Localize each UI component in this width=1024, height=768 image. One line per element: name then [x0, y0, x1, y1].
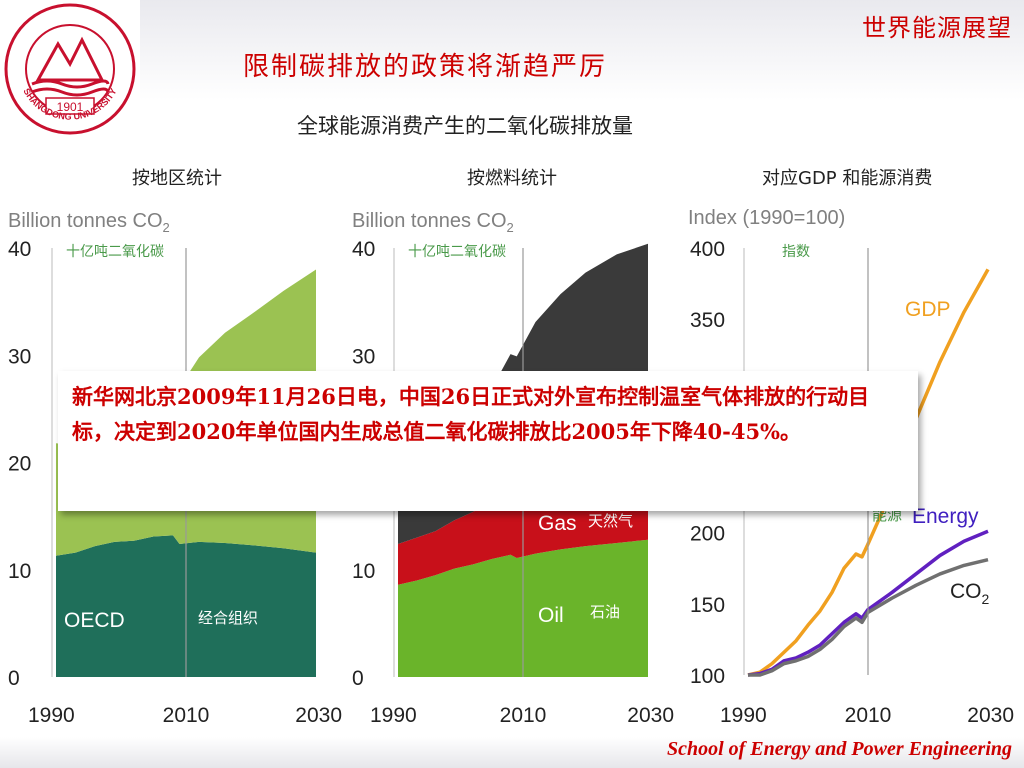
chart1-ytick: 40 [8, 238, 31, 261]
chart3-xtick: 1990 [720, 704, 767, 727]
page-headline: 限制碳排放的政策将渐趋严厉 [243, 52, 608, 82]
chart3-xtick: 2010 [845, 704, 892, 727]
footer-bar [0, 737, 1024, 768]
chart1-subtitle: 按地区统计 [132, 168, 222, 189]
chart2-unit-label: Billion tonnes CO2 [352, 210, 514, 235]
chart3-line-energy [747, 529, 989, 677]
unit-subscript: 2 [163, 220, 170, 235]
chart2-label-cn-gas: 天然气 [588, 513, 633, 530]
chart1-label-oecd: OECD [64, 609, 125, 632]
chart2-xtick: 2010 [500, 704, 547, 727]
chart2-ytick: 30 [352, 345, 375, 368]
chart2-ytick: 0 [352, 667, 364, 690]
chart3-xtick: 2030 [967, 704, 1014, 727]
co2-subscript: 2 [982, 591, 990, 607]
chart3-line-gdp [747, 268, 990, 677]
chart2-subtitle: 按燃料统计 [467, 168, 557, 189]
chart1-xtick: 1990 [28, 704, 75, 727]
chart3-label-gdp: GDP [905, 298, 951, 321]
chart3-ytick: 400 [690, 238, 725, 261]
chart2-label-gas: Gas [538, 512, 577, 535]
chart2-xtick: 2030 [627, 704, 674, 727]
chart3-label-cn-energy: 能源 [872, 507, 902, 524]
figure-title: 全球能源消费产生的二氧化碳排放量 [297, 114, 633, 138]
footer-text: School of Energy and Power Engineering [666, 738, 1012, 760]
chart3-unit-label: Index (1990=100) [688, 207, 845, 229]
university-logo: 1901 SHANGDONG UNIVERSITY [4, 3, 136, 135]
chart3-ytick: 350 [690, 309, 725, 332]
logo-year: 1901 [57, 100, 84, 114]
chart2-xtick: 1990 [370, 704, 417, 727]
chart3-line-co2 [748, 558, 989, 677]
chart1-ytick: 0 [8, 667, 20, 690]
header-background [140, 0, 1024, 100]
news-text: 新华网北京2009年11月26日电，中国26日正式对外宣布控制温室气体排放的行动… [72, 384, 870, 444]
chart3-ytick: 150 [690, 594, 725, 617]
chart1-unit-label: Billion tonnes CO2 [8, 210, 170, 235]
unit-subscript: 2 [507, 220, 514, 235]
news-box: 新华网北京2009年11月26日电，中国26日正式对外宣布控制温室气体排放的行动… [58, 371, 918, 511]
chart3-label-co2: CO2 [950, 580, 990, 607]
chart2-label-oil: Oil [538, 604, 564, 627]
brand-title: 世界能源展望 [862, 14, 1012, 42]
chart1-label-cn-oecd: 经合组织 [198, 610, 258, 627]
chart2-label-cn-oil: 石油 [590, 604, 620, 621]
chart1-unit-cn: 十亿吨二氧化碳 [66, 243, 164, 259]
chart1-ytick: 10 [8, 560, 31, 583]
chart2-ytick: 40 [352, 238, 375, 261]
chart2-ytick: 10 [352, 560, 375, 583]
chart2-unit-cn: 十亿吨二氧化碳 [408, 243, 506, 259]
chart1-xtick: 2010 [163, 704, 210, 727]
mountain-icon [35, 36, 105, 82]
chart1-ytick: 30 [8, 345, 31, 368]
chart1-ytick: 20 [8, 453, 31, 476]
chart1-xtick: 2030 [295, 704, 342, 727]
chart3-unit-cn: 指数 [782, 243, 810, 259]
chart3-subtitle: 对应GDP 和能源消费 [762, 168, 933, 189]
chart3-label-energy: Energy [912, 505, 979, 528]
chart3-ytick: 200 [690, 523, 725, 546]
chart3-ytick: 100 [690, 665, 725, 688]
